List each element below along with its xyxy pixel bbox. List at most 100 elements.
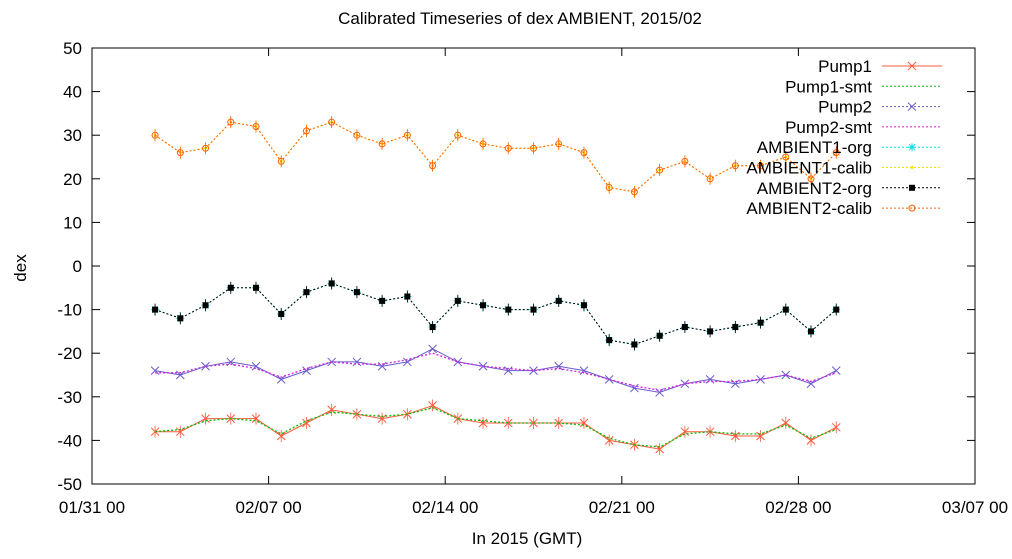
data-point — [656, 332, 663, 339]
data-point — [303, 289, 310, 296]
y-axis-label: dex — [11, 254, 30, 282]
y-tick-label: 0 — [73, 257, 82, 276]
data-point — [227, 118, 235, 126]
data-point — [555, 140, 563, 148]
series-pump1-smt — [155, 407, 837, 448]
data-point — [403, 409, 412, 419]
x-tick-label: 02/14 00 — [412, 498, 478, 517]
data-point — [276, 431, 286, 441]
legend-entry: AMBIENT1-org — [757, 138, 942, 157]
data-point — [604, 375, 614, 384]
data-point — [177, 315, 184, 322]
data-point — [579, 418, 589, 428]
data-point — [352, 409, 362, 419]
data-point — [429, 324, 436, 331]
data-point — [478, 418, 488, 428]
data-point — [681, 324, 688, 331]
data-point — [479, 140, 487, 148]
data-point — [504, 144, 512, 152]
data-point — [705, 427, 715, 437]
data-point — [706, 175, 714, 183]
data-point — [150, 427, 160, 437]
data-point — [454, 131, 462, 139]
series-ambient2-org — [152, 277, 840, 351]
data-point — [757, 319, 764, 326]
data-point — [631, 341, 638, 348]
y-tick-label: 40 — [63, 83, 82, 102]
data-point — [833, 306, 840, 313]
data-point — [453, 357, 463, 367]
data-point — [353, 131, 361, 139]
data-point — [429, 162, 437, 170]
data-point — [555, 297, 562, 304]
legend-entry: Pump1-smt — [785, 77, 942, 96]
data-point — [505, 306, 512, 313]
legend-entry: AMBIENT1-calib — [746, 159, 942, 178]
data-point — [781, 370, 791, 380]
x-tick-label: 03/07 00 — [942, 498, 1008, 517]
data-point — [806, 379, 816, 389]
legend-marker — [907, 102, 917, 111]
data-point — [403, 131, 411, 139]
data-point — [276, 375, 286, 384]
data-point — [832, 149, 840, 157]
y-tick-label: -20 — [57, 344, 82, 363]
data-point — [152, 306, 159, 313]
data-point — [453, 414, 463, 423]
y-tick-label: -40 — [57, 431, 82, 450]
legend-entry: Pump1 — [818, 57, 942, 76]
data-point — [806, 436, 816, 445]
data-point — [404, 293, 411, 300]
legend-label: Pump2 — [818, 98, 872, 117]
legend-label: AMBIENT2-calib — [746, 199, 872, 218]
legend-marker — [907, 61, 917, 71]
legend-marker — [909, 184, 915, 191]
series-line — [154, 121, 837, 193]
data-point — [530, 144, 537, 152]
data-point — [202, 144, 210, 152]
data-point — [202, 302, 209, 309]
chart-title: Calibrated Timeseries of dex AMBIENT, 20… — [338, 9, 702, 28]
data-point — [353, 289, 360, 296]
data-point — [302, 366, 311, 375]
data-point — [428, 344, 437, 354]
x-axis-label: In 2015 (GMT) — [472, 529, 583, 548]
data-point — [175, 427, 185, 437]
data-point — [480, 302, 487, 309]
data-point — [454, 297, 461, 304]
legend-label: AMBIENT2-org — [757, 179, 872, 198]
data-point — [707, 328, 714, 335]
x-tick-label: 02/21 00 — [589, 498, 655, 517]
legend-entry: Pump2-smt — [785, 118, 942, 137]
data-point — [782, 306, 789, 313]
data-point — [150, 366, 160, 375]
y-tick-label: 10 — [63, 213, 82, 232]
data-point — [251, 414, 261, 423]
data-point — [630, 188, 638, 196]
data-point — [278, 310, 285, 317]
y-tick-label: -10 — [57, 301, 82, 320]
plot-area — [150, 116, 841, 456]
data-point — [151, 131, 159, 139]
data-point — [302, 127, 310, 135]
x-tick-label: 01/31 00 — [59, 498, 125, 517]
data-point — [328, 280, 335, 287]
legend-label: Pump1-smt — [785, 77, 872, 96]
x-tick-label: 02/07 00 — [236, 498, 302, 517]
data-point — [730, 431, 740, 441]
series-line — [154, 282, 837, 346]
data-point — [605, 184, 613, 192]
legend-entry: AMBIENT2-calib — [746, 199, 942, 218]
legend-entry: Pump2 — [818, 98, 942, 117]
data-point — [580, 302, 587, 309]
data-point — [328, 118, 336, 126]
data-point — [252, 284, 259, 291]
y-tick-label: 50 — [63, 39, 82, 58]
data-point — [757, 162, 765, 170]
data-point — [227, 284, 234, 291]
axes: -50 -40 -30 -20 -10 0 10 20 30 40 50 01/31 00 02/07 … — [57, 39, 1008, 517]
data-point — [378, 140, 386, 148]
legend-marker — [910, 166, 914, 169]
legend-label: Pump2-smt — [785, 118, 872, 137]
